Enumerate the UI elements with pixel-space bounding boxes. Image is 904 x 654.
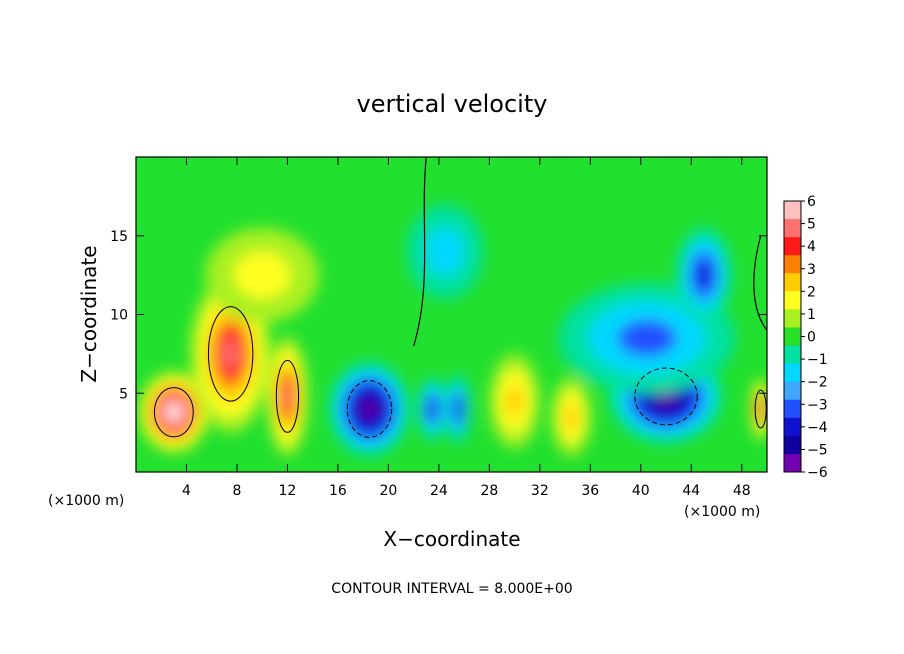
x-unit-right: (×1000 m) [684, 504, 760, 520]
heatmap-feature [205, 227, 319, 323]
heatmap-feature [407, 204, 484, 299]
colorbar-swatch [784, 381, 801, 401]
x-tick-label: 16 [329, 483, 347, 499]
colorbar-swatch [784, 273, 801, 292]
colorbar-label: 0 [807, 330, 816, 346]
colorbar-swatch [784, 255, 801, 274]
contour-line [346, 380, 393, 438]
colorbar-swatch [784, 435, 801, 455]
colorbar-swatch [784, 327, 801, 347]
colorbar-label: 5 [807, 217, 816, 233]
colorbar-label: −1 [807, 352, 828, 368]
y-axis-ticks: 5 10 15 [110, 229, 767, 402]
colorbar-label: −6 [807, 465, 828, 481]
colorbar-swatch [784, 237, 801, 256]
heatmap-cell [233, 251, 291, 299]
heatmap-feature [551, 377, 592, 457]
heatmap-cell [506, 385, 524, 417]
contour-line [413, 157, 427, 347]
heatmap-feature [417, 377, 448, 441]
colorbar-swatch [784, 219, 801, 238]
colorbar-swatch [784, 363, 801, 383]
colorbar-swatch [784, 417, 801, 437]
heatmap-feature [267, 336, 308, 457]
x-unit-left: (×1000 m) [48, 493, 124, 509]
colorbar-swatch [784, 453, 801, 473]
colorbar-label: −3 [807, 397, 828, 413]
heatmap-feature [489, 353, 540, 449]
contour-line [753, 235, 767, 331]
x-tick-label: 8 [232, 483, 241, 499]
y-tick-label: 15 [110, 229, 128, 245]
chart-title: vertical velocity [357, 90, 548, 118]
heatmap-cell [222, 338, 239, 370]
heatmap-cell [617, 319, 677, 357]
contour-line [634, 367, 698, 426]
heatmap-feature [138, 371, 210, 454]
contour-line [754, 389, 767, 429]
colorbar: 6 5 4 3 2 1 0 −1 −2 −3 −4 −5 −6 [783, 194, 828, 481]
heatmap-feature [445, 374, 471, 444]
x-tick-label: 40 [632, 483, 650, 499]
colorbar-swatch [784, 345, 801, 365]
heatmap-cell [454, 400, 461, 418]
contour-line [153, 387, 194, 438]
colorbar-label: −5 [807, 442, 828, 458]
colorbar-swatch [784, 399, 801, 419]
x-tick-label: 4 [182, 483, 191, 499]
contour-line [275, 359, 300, 433]
heatmap-feature [676, 227, 732, 323]
colorbar-label: −2 [807, 375, 828, 391]
colorbar-swatch [784, 291, 801, 310]
colorbar-label: 3 [807, 262, 816, 278]
colorbar-label: 4 [807, 239, 816, 255]
y-tick-label: 5 [119, 386, 128, 402]
heatmap-cell [758, 402, 763, 416]
colorbar-label: −4 [807, 420, 828, 436]
heatmap-feature [750, 377, 767, 441]
heatmap-cell [564, 403, 579, 430]
heatmap-cell [283, 384, 292, 409]
contour-interval-note: CONTOUR INTERVAL = 8.000E+00 [331, 581, 572, 597]
colorbar-swatch [784, 309, 801, 328]
heatmap-cell [696, 263, 711, 287]
colorbar-label: 2 [807, 284, 816, 300]
x-tick-label: 44 [682, 483, 700, 499]
x-tick-label: 36 [581, 483, 599, 499]
x-tick-label: 28 [480, 483, 498, 499]
heatmap-cell [362, 401, 377, 417]
colorbar-label: 1 [807, 307, 816, 323]
colorbar-label: 6 [807, 194, 816, 210]
y-axis-label: Z−coordinate [77, 245, 101, 382]
x-tick-label: 20 [379, 483, 397, 499]
x-tick-label: 32 [531, 483, 549, 499]
heatmap-cell [426, 227, 465, 276]
heatmap-cell [168, 406, 179, 418]
x-tick-label: 24 [430, 483, 448, 499]
y-tick-label: 10 [110, 308, 128, 324]
contour-lines [153, 157, 767, 438]
x-tick-label: 48 [733, 483, 751, 499]
heatmap-cell [428, 401, 437, 417]
x-tick-label: 12 [279, 483, 297, 499]
heatmap-feature [329, 361, 410, 457]
colorbar-swatch [784, 201, 801, 220]
contour-line [207, 306, 254, 402]
x-axis-label: X−coordinate [383, 527, 520, 551]
plot-area [136, 157, 767, 472]
x-axis-ticks: 4 8 12 16 20 24 28 32 36 40 44 48 [182, 157, 751, 499]
